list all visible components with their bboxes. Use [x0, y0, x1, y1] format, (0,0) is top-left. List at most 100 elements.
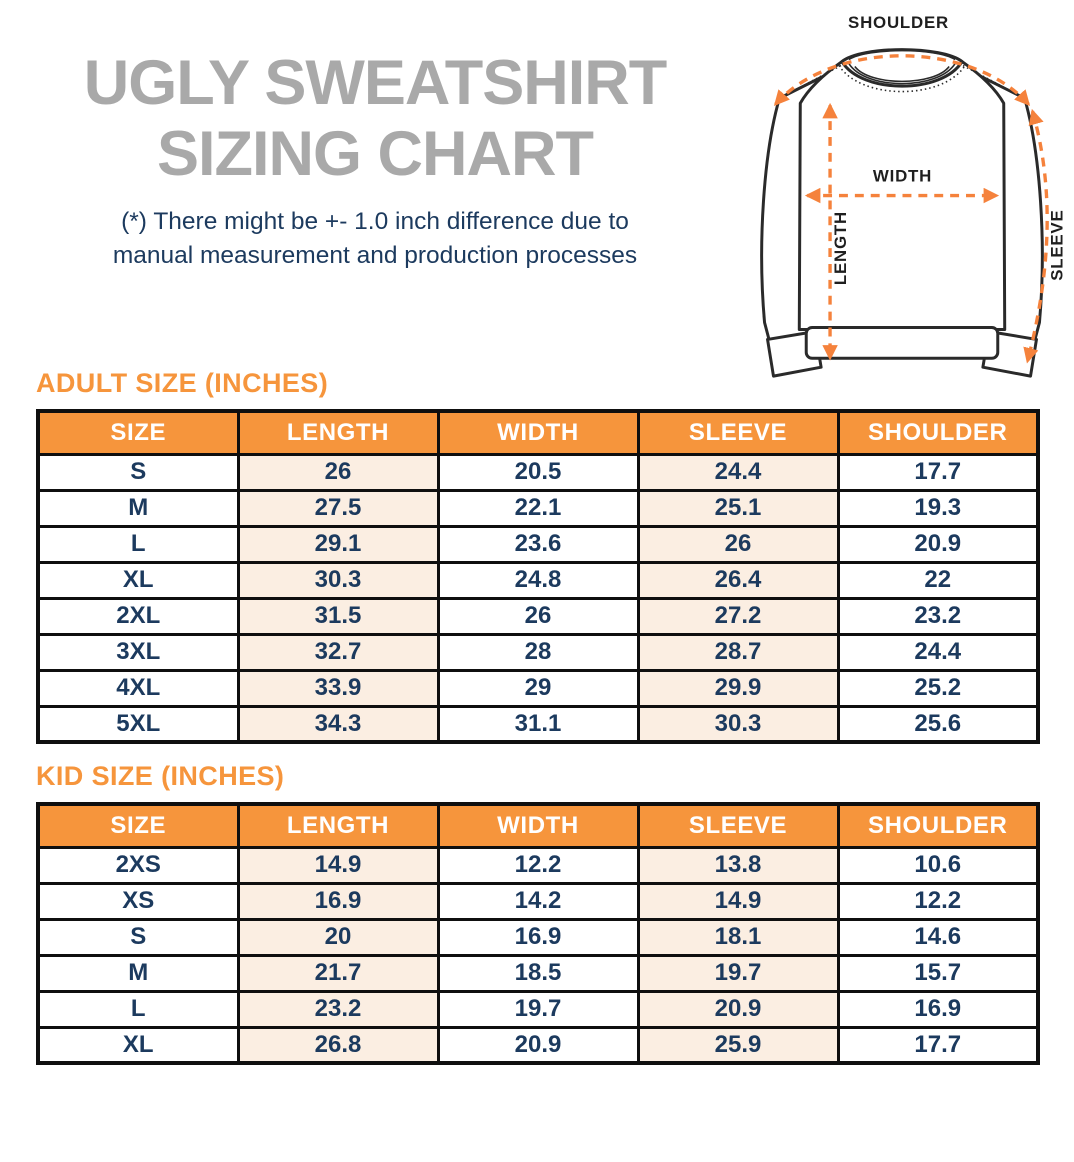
value-cell: 30.3: [636, 704, 840, 744]
value-cell: 26: [436, 596, 640, 636]
value-cell: 27.2: [636, 596, 840, 636]
value-cell: 23.2: [836, 596, 1040, 636]
value-cell: 33.9: [236, 668, 440, 708]
column-header-length: LENGTH: [236, 802, 440, 849]
table-row: 5XL 34.3 31.1 30.3 25.6: [36, 704, 1040, 744]
value-cell: 23.2: [236, 989, 440, 1029]
value-cell: 18.1: [636, 917, 840, 957]
size-cell: S: [36, 452, 240, 492]
value-cell: 10.6: [836, 845, 1040, 885]
table-row: M 27.5 22.1 25.1 19.3: [36, 488, 1040, 528]
size-cell: M: [36, 953, 240, 993]
size-cell: XS: [36, 881, 240, 921]
value-cell: 26.8: [236, 1025, 440, 1065]
table-row: 2XS 14.9 12.2 13.8 10.6: [36, 845, 1040, 885]
column-header-width: WIDTH: [436, 409, 640, 456]
value-cell: 12.2: [436, 845, 640, 885]
value-cell: 20.9: [636, 989, 840, 1029]
adult-size-section: ADULT SIZE (INCHES) SIZE LENGTH WIDTH SLEEV…: [0, 368, 1074, 744]
measurement-disclaimer: (*) There might be +- 1.0 inch differenc…: [22, 205, 728, 273]
value-cell: 14.9: [636, 881, 840, 921]
kid-size-section: KID SIZE (INCHES) SIZE LENGTH WIDTH SLEEVE S…: [0, 761, 1074, 1065]
value-cell: 16.9: [836, 989, 1040, 1029]
value-cell: 24.4: [636, 452, 840, 492]
value-cell: 19.7: [636, 953, 840, 993]
size-cell: L: [36, 989, 240, 1029]
value-cell: 20.5: [436, 452, 640, 492]
value-cell: 20: [236, 917, 440, 957]
diagram-label-length: LENGTH: [831, 211, 850, 285]
kid-size-table: SIZE LENGTH WIDTH SLEEVE SHOULDER 2XS 14.9 12.…: [36, 802, 1040, 1065]
disclaimer-line2: manual measurement and production proces…: [112, 242, 638, 269]
value-cell: 19.3: [836, 488, 1040, 528]
value-cell: 31.1: [436, 704, 640, 744]
sleeve-measure-arrow: [1023, 108, 1049, 364]
collar-rib-line2: [854, 65, 950, 83]
table-row: XL 30.3 24.8 26.4 22: [36, 560, 1040, 600]
column-header-sleeve: SLEEVE: [636, 802, 840, 849]
size-cell: 4XL: [36, 668, 240, 708]
value-cell: 34.3: [236, 704, 440, 744]
kid-size-heading: KID SIZE (INCHES): [36, 761, 285, 791]
value-cell: 25.2: [836, 668, 1040, 708]
shoulder-measure-arrow: [773, 54, 1031, 106]
size-cell: 2XL: [36, 596, 240, 636]
sweatshirt-measurement-diagram: SHOULDER WIDTH LENGTH SLEEVE: [733, 2, 1071, 394]
adult-header-row: SIZE LENGTH WIDTH SLEEVE SHOULDER: [36, 409, 1040, 456]
size-cell: 3XL: [36, 632, 240, 672]
column-header-width: WIDTH: [436, 802, 640, 849]
size-cell: L: [36, 524, 240, 564]
size-cell: 5XL: [36, 704, 240, 744]
value-cell: 24.4: [836, 632, 1040, 672]
size-cell: XL: [36, 1025, 240, 1065]
adult-size-heading: ADULT SIZE (INCHES): [36, 368, 329, 398]
value-cell: 25.9: [636, 1025, 840, 1065]
value-cell: 13.8: [636, 845, 840, 885]
value-cell: 21.7: [236, 953, 440, 993]
value-cell: 23.6: [436, 524, 640, 564]
column-header-shoulder: SHOULDER: [836, 409, 1040, 456]
size-cell: XL: [36, 560, 240, 600]
disclaimer-line1: (*) There might be +- 1.0 inch differenc…: [121, 208, 629, 235]
column-header-length: LENGTH: [236, 409, 440, 456]
value-cell: 22: [836, 560, 1040, 600]
page-header: UGLY SWEATSHIRT SIZING CHART (*) There m…: [0, 0, 1074, 378]
adult-size-table: SIZE LENGTH WIDTH SLEEVE SHOULDER S 26 20.5 24.…: [36, 409, 1040, 744]
value-cell: 30.3: [236, 560, 440, 600]
value-cell: 14.6: [836, 917, 1040, 957]
diagram-label-shoulder: SHOULDER: [848, 13, 949, 32]
table-row: 4XL 33.9 29 29.9 25.2: [36, 668, 1040, 708]
value-cell: 14.2: [436, 881, 640, 921]
table-row: L 23.2 19.7 20.9 16.9: [36, 989, 1040, 1029]
value-cell: 26: [636, 524, 840, 564]
table-row: S 20 16.9 18.1 14.6: [36, 917, 1040, 957]
column-header-size: SIZE: [36, 409, 240, 456]
value-cell: 16.9: [436, 917, 640, 957]
size-cell: 2XS: [36, 845, 240, 885]
size-cell: M: [36, 488, 240, 528]
value-cell: 15.7: [836, 953, 1040, 993]
value-cell: 28.7: [636, 632, 840, 672]
value-cell: 26: [236, 452, 440, 492]
value-cell: 28: [436, 632, 640, 672]
value-cell: 25.6: [836, 704, 1040, 744]
table-row: M 21.7 18.5 19.7 15.7: [36, 953, 1040, 993]
value-cell: 29.9: [636, 668, 840, 708]
table-row: S 26 20.5 24.4 17.7: [36, 452, 1040, 492]
kid-header-row: SIZE LENGTH WIDTH SLEEVE SHOULDER: [36, 802, 1040, 849]
value-cell: 18.5: [436, 953, 640, 993]
collar-stitching: [838, 65, 966, 93]
collar-rib-line1: [848, 63, 956, 85]
value-cell: 22.1: [436, 488, 640, 528]
column-header-size: SIZE: [36, 802, 240, 849]
table-row: L 29.1 23.6 26 20.9: [36, 524, 1040, 564]
diagram-label-sleeve: SLEEVE: [1047, 209, 1066, 280]
value-cell: 24.8: [436, 560, 640, 600]
value-cell: 20.9: [436, 1025, 640, 1065]
column-header-sleeve: SLEEVE: [636, 409, 840, 456]
value-cell: 26.4: [636, 560, 840, 600]
value-cell: 19.7: [436, 989, 640, 1029]
value-cell: 31.5: [236, 596, 440, 636]
collar-rib-line3: [848, 49, 956, 61]
size-cell: S: [36, 917, 240, 957]
